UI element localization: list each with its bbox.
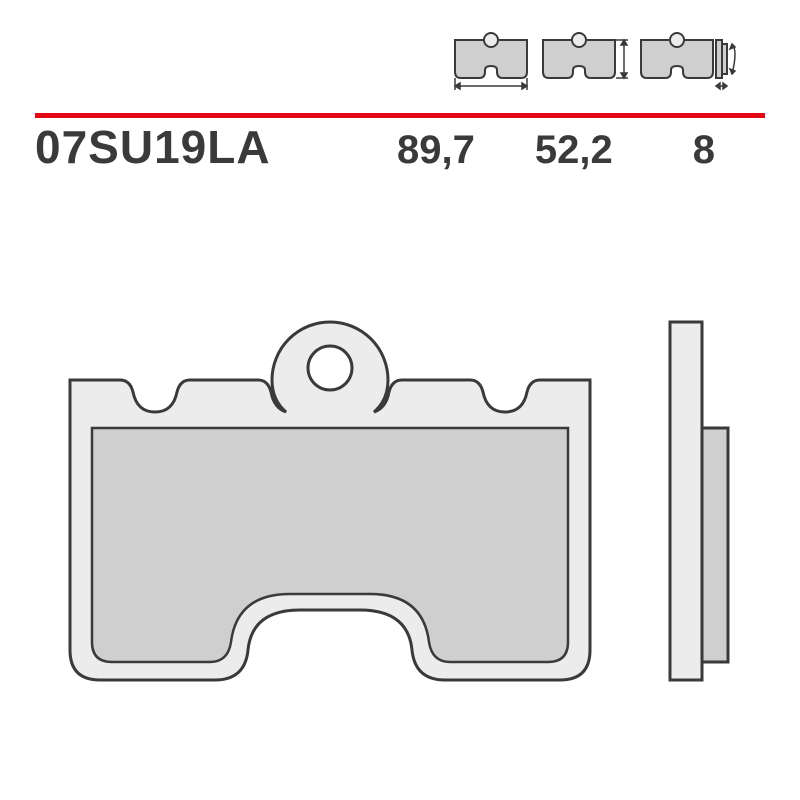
pad-thickness-icon [636,30,740,92]
dim-height: 52,2 [535,128,613,173]
dim-thick: 8 [693,128,715,173]
header-icon-row [450,30,740,92]
dim-width: 89,7 [397,128,475,173]
spec-row: 07SU19LA 89,7 52,2 8 [35,120,765,174]
pad-width-icon [450,30,532,92]
pad-height-icon [538,30,630,92]
dimensions-group: 89,7 52,2 8 [397,128,765,173]
technical-drawing [30,250,770,750]
side-view [670,322,728,680]
divider-line [35,105,765,110]
front-view [70,322,590,680]
part-number: 07SU19LA [35,120,271,174]
